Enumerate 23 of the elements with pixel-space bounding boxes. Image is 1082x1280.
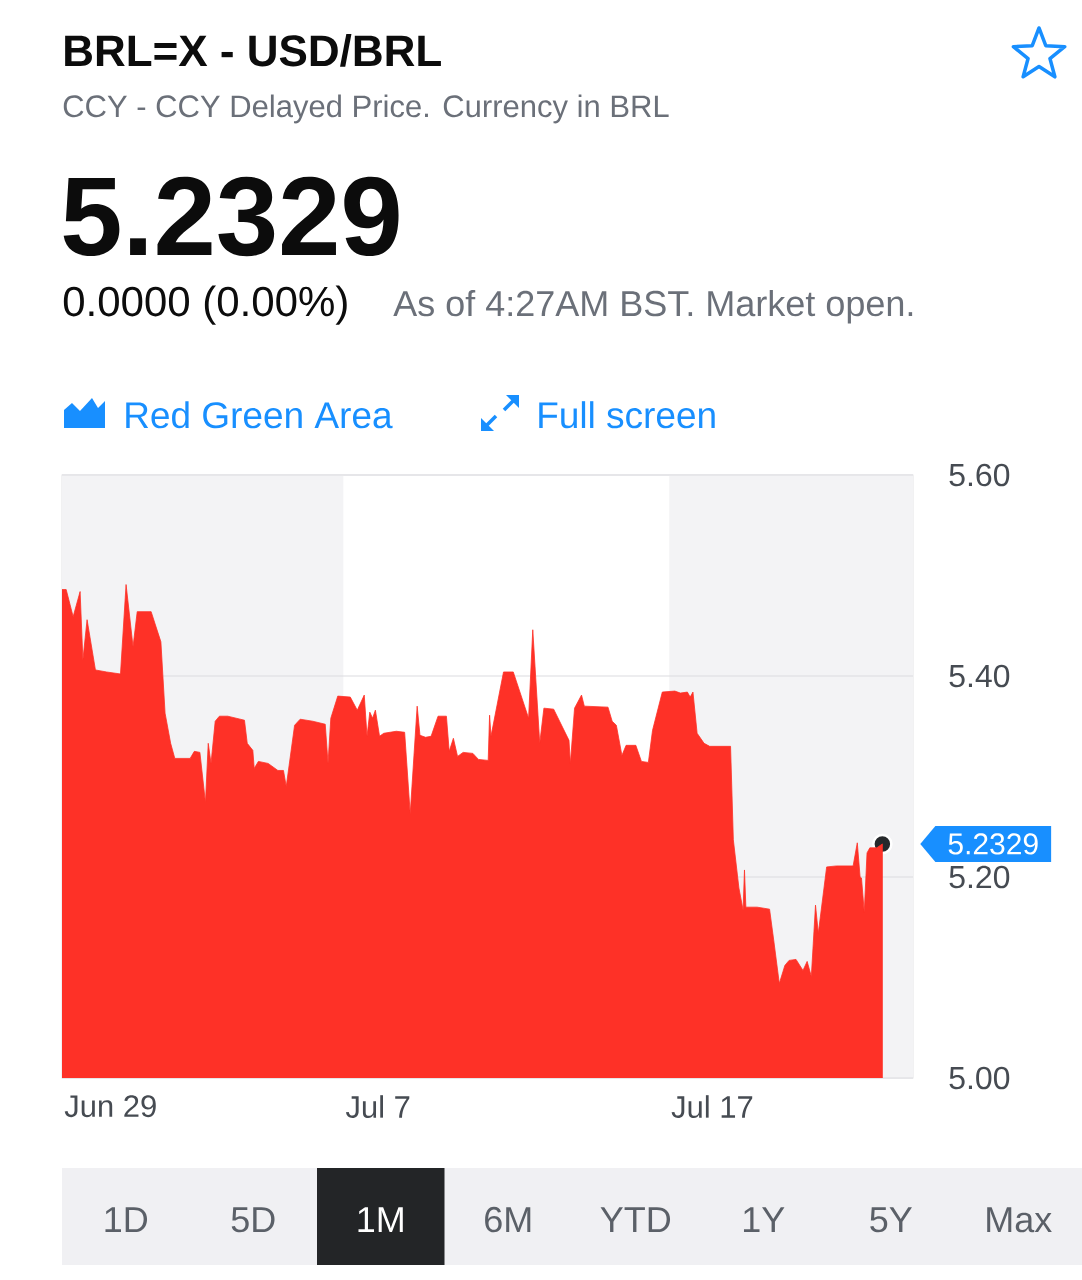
text: As of 4:27AM BST. Market open.: [393, 289, 913, 324]
text: 5Y: [870, 1207, 912, 1233]
text: 5D: [231, 1207, 275, 1233]
text: Max: [987, 1207, 1052, 1233]
text: Full screen: [539, 401, 715, 429]
x-tick-label: Jul 7: [345, 1095, 410, 1118]
x-tick-label: Jun 29: [64, 1095, 156, 1118]
text: Red Green Area: [126, 401, 393, 429]
chart-subtitle: CCY - CCY Delayed Price. Currency in BRL: [63, 94, 669, 124]
text: 1M: [358, 1207, 403, 1232]
annotation: 5.2329: [948, 833, 1038, 855]
text: 1Y: [743, 1207, 785, 1232]
text: 0.0000 (0.00%): [63, 285, 347, 325]
text: 5.2329: [63, 176, 399, 257]
y-tick-label: 5.00: [949, 1066, 1010, 1090]
x-tick-label: Jul 17: [671, 1095, 753, 1118]
chart-title: BRL=X - USD/BRL: [65, 34, 441, 67]
text: 6M: [485, 1206, 531, 1233]
y-tick-label: 5.60: [949, 463, 1010, 487]
y-tick-label: 5.40: [949, 664, 1010, 688]
y-tick-label: 5.20: [949, 865, 1010, 889]
text: 1D: [105, 1207, 148, 1232]
text: YTD: [600, 1207, 671, 1232]
